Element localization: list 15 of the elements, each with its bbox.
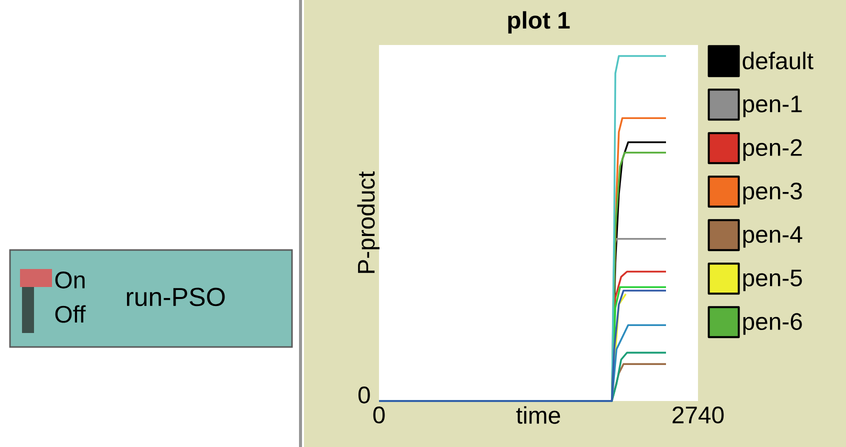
chart-title: plot 1 — [508, 11, 570, 34]
text: Off — [55, 305, 86, 323]
legend-label: pen-3 — [743, 182, 802, 204]
text: On — [55, 272, 85, 288]
y-axis-title: P-product — [357, 171, 380, 273]
legend-label: pen-6 — [743, 313, 802, 335]
x-axis-title: time — [516, 406, 560, 424]
legend-label: pen-2 — [743, 139, 802, 161]
text: run-PSO — [126, 288, 225, 306]
legend-label: default — [742, 52, 814, 70]
text: 0 — [358, 386, 370, 404]
legend-label: pen-5 — [743, 270, 802, 292]
x-tick-label: 2740 — [672, 406, 724, 424]
legend-label: pen-1 — [743, 96, 802, 118]
legend-label: pen-4 — [743, 226, 802, 248]
